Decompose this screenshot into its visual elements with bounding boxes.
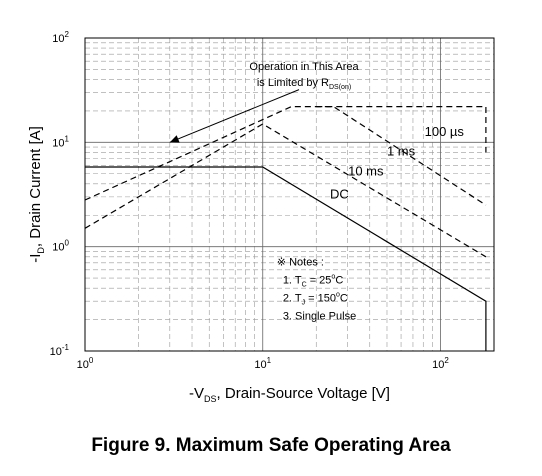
- series-line-10-ms: [84, 123, 487, 258]
- x-tick-label: 101: [254, 356, 271, 371]
- notes-item-unit: C: [340, 292, 348, 304]
- notes-item-sub: J: [302, 299, 306, 306]
- annotation-arrow-head: [169, 135, 180, 143]
- series-line-dc: [85, 166, 487, 351]
- y-tick-label: 101: [52, 134, 69, 149]
- x-tick-label: 102: [432, 356, 449, 371]
- x-tick-labels: 100 101 102: [77, 356, 450, 371]
- figure-caption: Figure 9. Maximum Safe Operating Area: [91, 435, 451, 456]
- series-label: 1 ms: [387, 143, 416, 158]
- x-axis-title-main: -V: [189, 385, 204, 402]
- annotation-subscript: DS(on): [329, 84, 351, 91]
- minor-grid: [85, 38, 495, 351]
- x-tick-exp: 1: [267, 356, 272, 365]
- annotation-line-2: is Limited by RDS(on): [257, 77, 351, 91]
- y-tick-label: 100: [52, 239, 69, 254]
- annotation-line-1: Operation in This Area: [249, 61, 359, 73]
- notes-item: 3. Single Pulse: [283, 310, 356, 322]
- y-tick-base: 10: [52, 33, 64, 45]
- y-tick-base: 10: [52, 137, 64, 149]
- notes-title: ※ Notes :: [277, 256, 324, 268]
- series-label: 100 µs: [425, 124, 465, 139]
- notes-item-value: = 150: [305, 292, 336, 304]
- notes-item-text: 3. Single Pulse: [283, 310, 356, 322]
- x-axis-title: -VDS, Drain-Source Voltage [V]: [189, 385, 390, 404]
- x-tick-exp: 2: [444, 356, 449, 365]
- x-tick-base: 10: [432, 359, 444, 371]
- y-tick-base: 10: [52, 242, 64, 254]
- series-line-100-s: [316, 105, 487, 153]
- series-line-1-ms: [84, 105, 487, 206]
- y-axis-title-main: -I: [27, 254, 44, 263]
- series-label: 10 ms: [348, 164, 384, 179]
- x-axis-title-sub: DS: [204, 394, 217, 404]
- plot-frame: [84, 37, 495, 352]
- x-tick-exp: 0: [89, 356, 94, 365]
- notes-item: 2. TJ = 150oC: [283, 291, 348, 306]
- y-axis-title-sub: D: [36, 247, 46, 254]
- notes-item: 1. TC = 25oC: [283, 273, 344, 288]
- annotation-arrow-line: [169, 89, 300, 143]
- y-tick-exp: 0: [65, 239, 70, 248]
- notes-item-text: 2. T: [283, 292, 302, 304]
- notes-item-sub: C: [302, 281, 307, 288]
- annotation-line-2-text: is Limited by R: [257, 77, 329, 89]
- notes-item-sup: o: [331, 273, 335, 280]
- x-tick-base: 10: [77, 359, 89, 371]
- x-tick-base: 10: [254, 359, 266, 371]
- y-tick-label: 10-1: [50, 343, 70, 358]
- notes-item-sup: o: [336, 291, 340, 298]
- y-tick-exp: -1: [62, 343, 70, 352]
- series-label: DC: [330, 186, 349, 201]
- y-axis-title-rest: , Drain Current [A]: [27, 126, 44, 247]
- y-tick-label: 102: [52, 30, 69, 45]
- x-axis-title-rest: , Drain-Source Voltage [V]: [217, 385, 390, 402]
- y-tick-base: 10: [50, 346, 62, 358]
- y-tick-exp: 1: [65, 134, 70, 143]
- notes-item-text: 1. T: [283, 274, 302, 286]
- notes-item-unit: C: [335, 274, 343, 286]
- y-tick-exp: 2: [65, 30, 70, 39]
- x-tick-label: 100: [77, 356, 94, 371]
- series-lines: [84, 105, 487, 351]
- y-axis-title: -ID, Drain Current [A]: [27, 126, 46, 263]
- notes-item-value: = 25: [307, 274, 332, 286]
- rdson-annotation: Operation in This Area is Limited by RDS(…: [169, 61, 360, 143]
